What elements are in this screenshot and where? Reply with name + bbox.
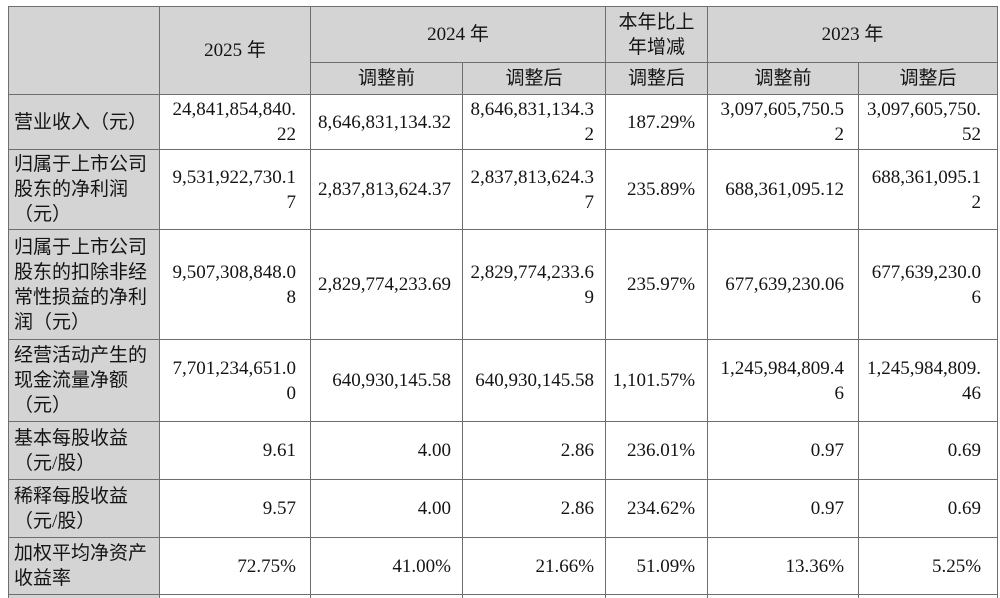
cell-2023-post: 5.25% <box>858 537 999 595</box>
cell-2025: 9.57 <box>159 479 311 538</box>
header-2023: 2023 年 <box>707 6 999 63</box>
cell-2024-pre: 640,930,145.58 <box>310 339 463 422</box>
header-change-post-adjust: 调整后 <box>605 62 709 95</box>
table-row-partial <box>8 594 999 598</box>
cell-change <box>605 594 709 598</box>
table-row-basic-eps: 基本每股收益（元/股） 9.61 4.00 2.86 236.01% 0.97 … <box>8 421 999 480</box>
cell-2023-pre: 677,639,230.06 <box>707 229 860 340</box>
table-row-revenue: 营业收入（元） 24,841,854,840.22 8,646,831,134.… <box>8 94 999 150</box>
cell-2023-pre: 0.97 <box>707 421 860 480</box>
cell-2023-post: 688,361,095.12 <box>858 149 999 230</box>
financial-summary-table: 2025 年 2024 年 本年比上年增减 2023 年 调整前 调整后 调整后… <box>8 6 999 598</box>
cell-2023-pre: 0.97 <box>707 479 860 538</box>
cell-2025: 9,531,922,730.17 <box>159 149 311 230</box>
row-label: 稀释每股收益（元/股） <box>8 479 160 538</box>
header-2025: 2025 年 <box>159 6 311 95</box>
cell-2025: 24,841,854,840.22 <box>159 94 311 150</box>
row-label: 归属于上市公司股东的净利润（元） <box>8 149 160 230</box>
header-2024-pre-adjust: 调整前 <box>310 62 463 95</box>
cell-2025: 72.75% <box>159 537 311 595</box>
table-row-net-profit: 归属于上市公司股东的净利润（元） 9,531,922,730.17 2,837,… <box>8 149 999 230</box>
row-label <box>8 594 160 598</box>
cell-2024-post: 21.66% <box>461 537 607 595</box>
header-2024-post-adjust: 调整后 <box>461 62 607 95</box>
cell-2023-post: 0.69 <box>858 421 999 480</box>
cell-2024-post: 2,837,813,624.37 <box>461 149 607 230</box>
cell-2025: 9,507,308,848.08 <box>159 229 311 340</box>
cell-2024-pre: 41.00% <box>310 537 463 595</box>
table-row-weighted-roe: 加权平均净资产收益率 72.75% 41.00% 21.66% 51.09% 1… <box>8 537 999 595</box>
header-row-adjust: 调整前 调整后 调整后 调整前 调整后 <box>9 62 999 95</box>
cell-2023-pre: 13.36% <box>707 537 860 595</box>
header-corner-cell <box>8 6 160 95</box>
cell-change: 1,101.57% <box>605 339 709 422</box>
cell-2024-pre: 4.00 <box>310 421 463 480</box>
cell-2024-pre: 2,829,774,233.69 <box>310 229 463 340</box>
cell-change: 51.09% <box>605 537 709 595</box>
cell-2024-pre: 2,837,813,624.37 <box>310 149 463 230</box>
cell-2024-post: 2,829,774,233.69 <box>461 229 607 340</box>
cell-2025 <box>159 594 311 598</box>
cell-change: 187.29% <box>605 94 709 150</box>
cell-2024-post: 8,646,831,134.32 <box>461 94 607 150</box>
row-label: 营业收入（元） <box>8 94 160 150</box>
cell-2024-pre: 8,646,831,134.32 <box>310 94 463 150</box>
cell-2023-pre: 3,097,605,750.52 <box>707 94 860 150</box>
cell-2024-pre: 4.00 <box>310 479 463 538</box>
cell-2023-pre: 688,361,095.12 <box>707 149 860 230</box>
cell-2023-post <box>858 594 999 598</box>
cell-change: 235.89% <box>605 149 709 230</box>
cell-2023-post: 0.69 <box>858 479 999 538</box>
header-2023-pre-adjust: 调整前 <box>707 62 860 95</box>
table-row-diluted-eps: 稀释每股收益（元/股） 9.57 4.00 2.86 234.62% 0.97 … <box>8 479 999 538</box>
cell-2023-post: 3,097,605,750.52 <box>858 94 999 150</box>
cell-2025: 9.61 <box>159 421 311 480</box>
cell-2023-post: 1,245,984,809.46 <box>858 339 999 422</box>
cell-2024-post: 640,930,145.58 <box>461 339 607 422</box>
header-yoy-change: 本年比上年增减 <box>605 6 709 63</box>
header-2023-post-adjust: 调整后 <box>858 62 999 95</box>
row-label: 基本每股收益（元/股） <box>8 421 160 480</box>
cell-2023-post: 677,639,230.06 <box>858 229 999 340</box>
cell-change: 236.01% <box>605 421 709 480</box>
cell-change: 235.97% <box>605 229 709 340</box>
row-label: 经营活动产生的现金流量净额（元） <box>8 339 160 422</box>
cell-2024-pre <box>310 594 463 598</box>
header-2024: 2024 年 <box>309 6 607 63</box>
cell-2024-post: 2.86 <box>461 479 607 538</box>
row-label: 归属于上市公司股东的扣除非经常性损益的净利润（元） <box>8 229 160 340</box>
table-row-operating-cash-flow: 经营活动产生的现金流量净额（元） 7,701,234,651.00 640,93… <box>8 339 999 422</box>
cell-2024-post <box>461 594 607 598</box>
cell-2025: 7,701,234,651.00 <box>159 339 311 422</box>
cell-2023-pre <box>707 594 860 598</box>
cell-2023-pre: 1,245,984,809.46 <box>707 339 860 422</box>
row-label: 加权平均净资产收益率 <box>8 537 160 595</box>
table-row-net-profit-excl-nonrecurring: 归属于上市公司股东的扣除非经常性损益的净利润（元） 9,507,308,848.… <box>8 229 999 340</box>
header-row-years: 2025 年 2024 年 本年比上年增减 2023 年 <box>8 6 999 95</box>
cell-change: 234.62% <box>605 479 709 538</box>
cell-2024-post: 2.86 <box>461 421 607 480</box>
